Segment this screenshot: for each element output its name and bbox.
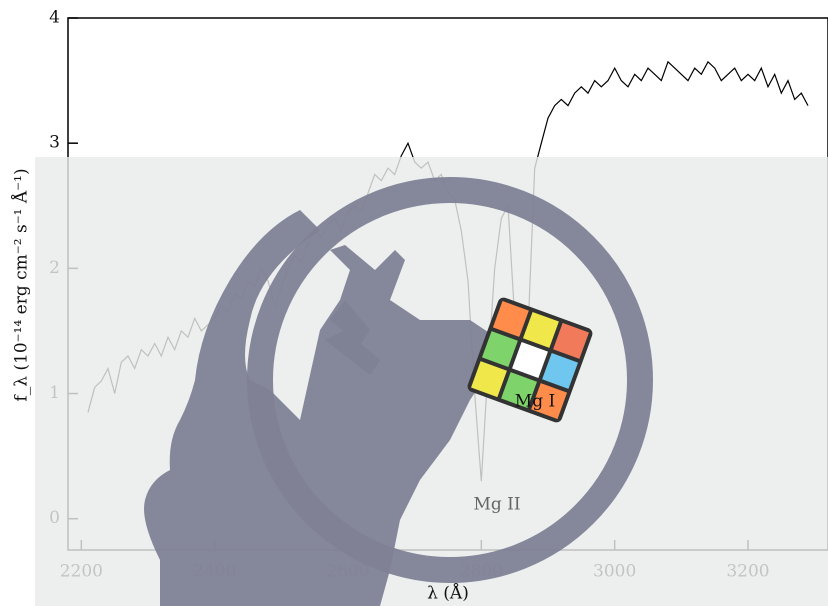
y-tick-label: 4 [49, 8, 60, 28]
x-axis-label: λ (Å) [427, 583, 469, 604]
head-silhouette [144, 210, 500, 606]
labels: Mg II Mg I λ (Å) f_λ (10⁻¹⁴ erg cm⁻² s⁻¹… [11, 168, 556, 603]
annotation: Mg II [473, 495, 520, 515]
overlay-image [35, 157, 828, 606]
annotation: Mg I [515, 392, 555, 412]
ring [247, 177, 653, 583]
y-tick-label: 3 [49, 133, 60, 153]
cube [467, 297, 593, 423]
y-axis-label: f_λ (10⁻¹⁴ erg cm⁻² s⁻¹ Å⁻¹) [11, 168, 32, 401]
fingers [325, 300, 380, 375]
